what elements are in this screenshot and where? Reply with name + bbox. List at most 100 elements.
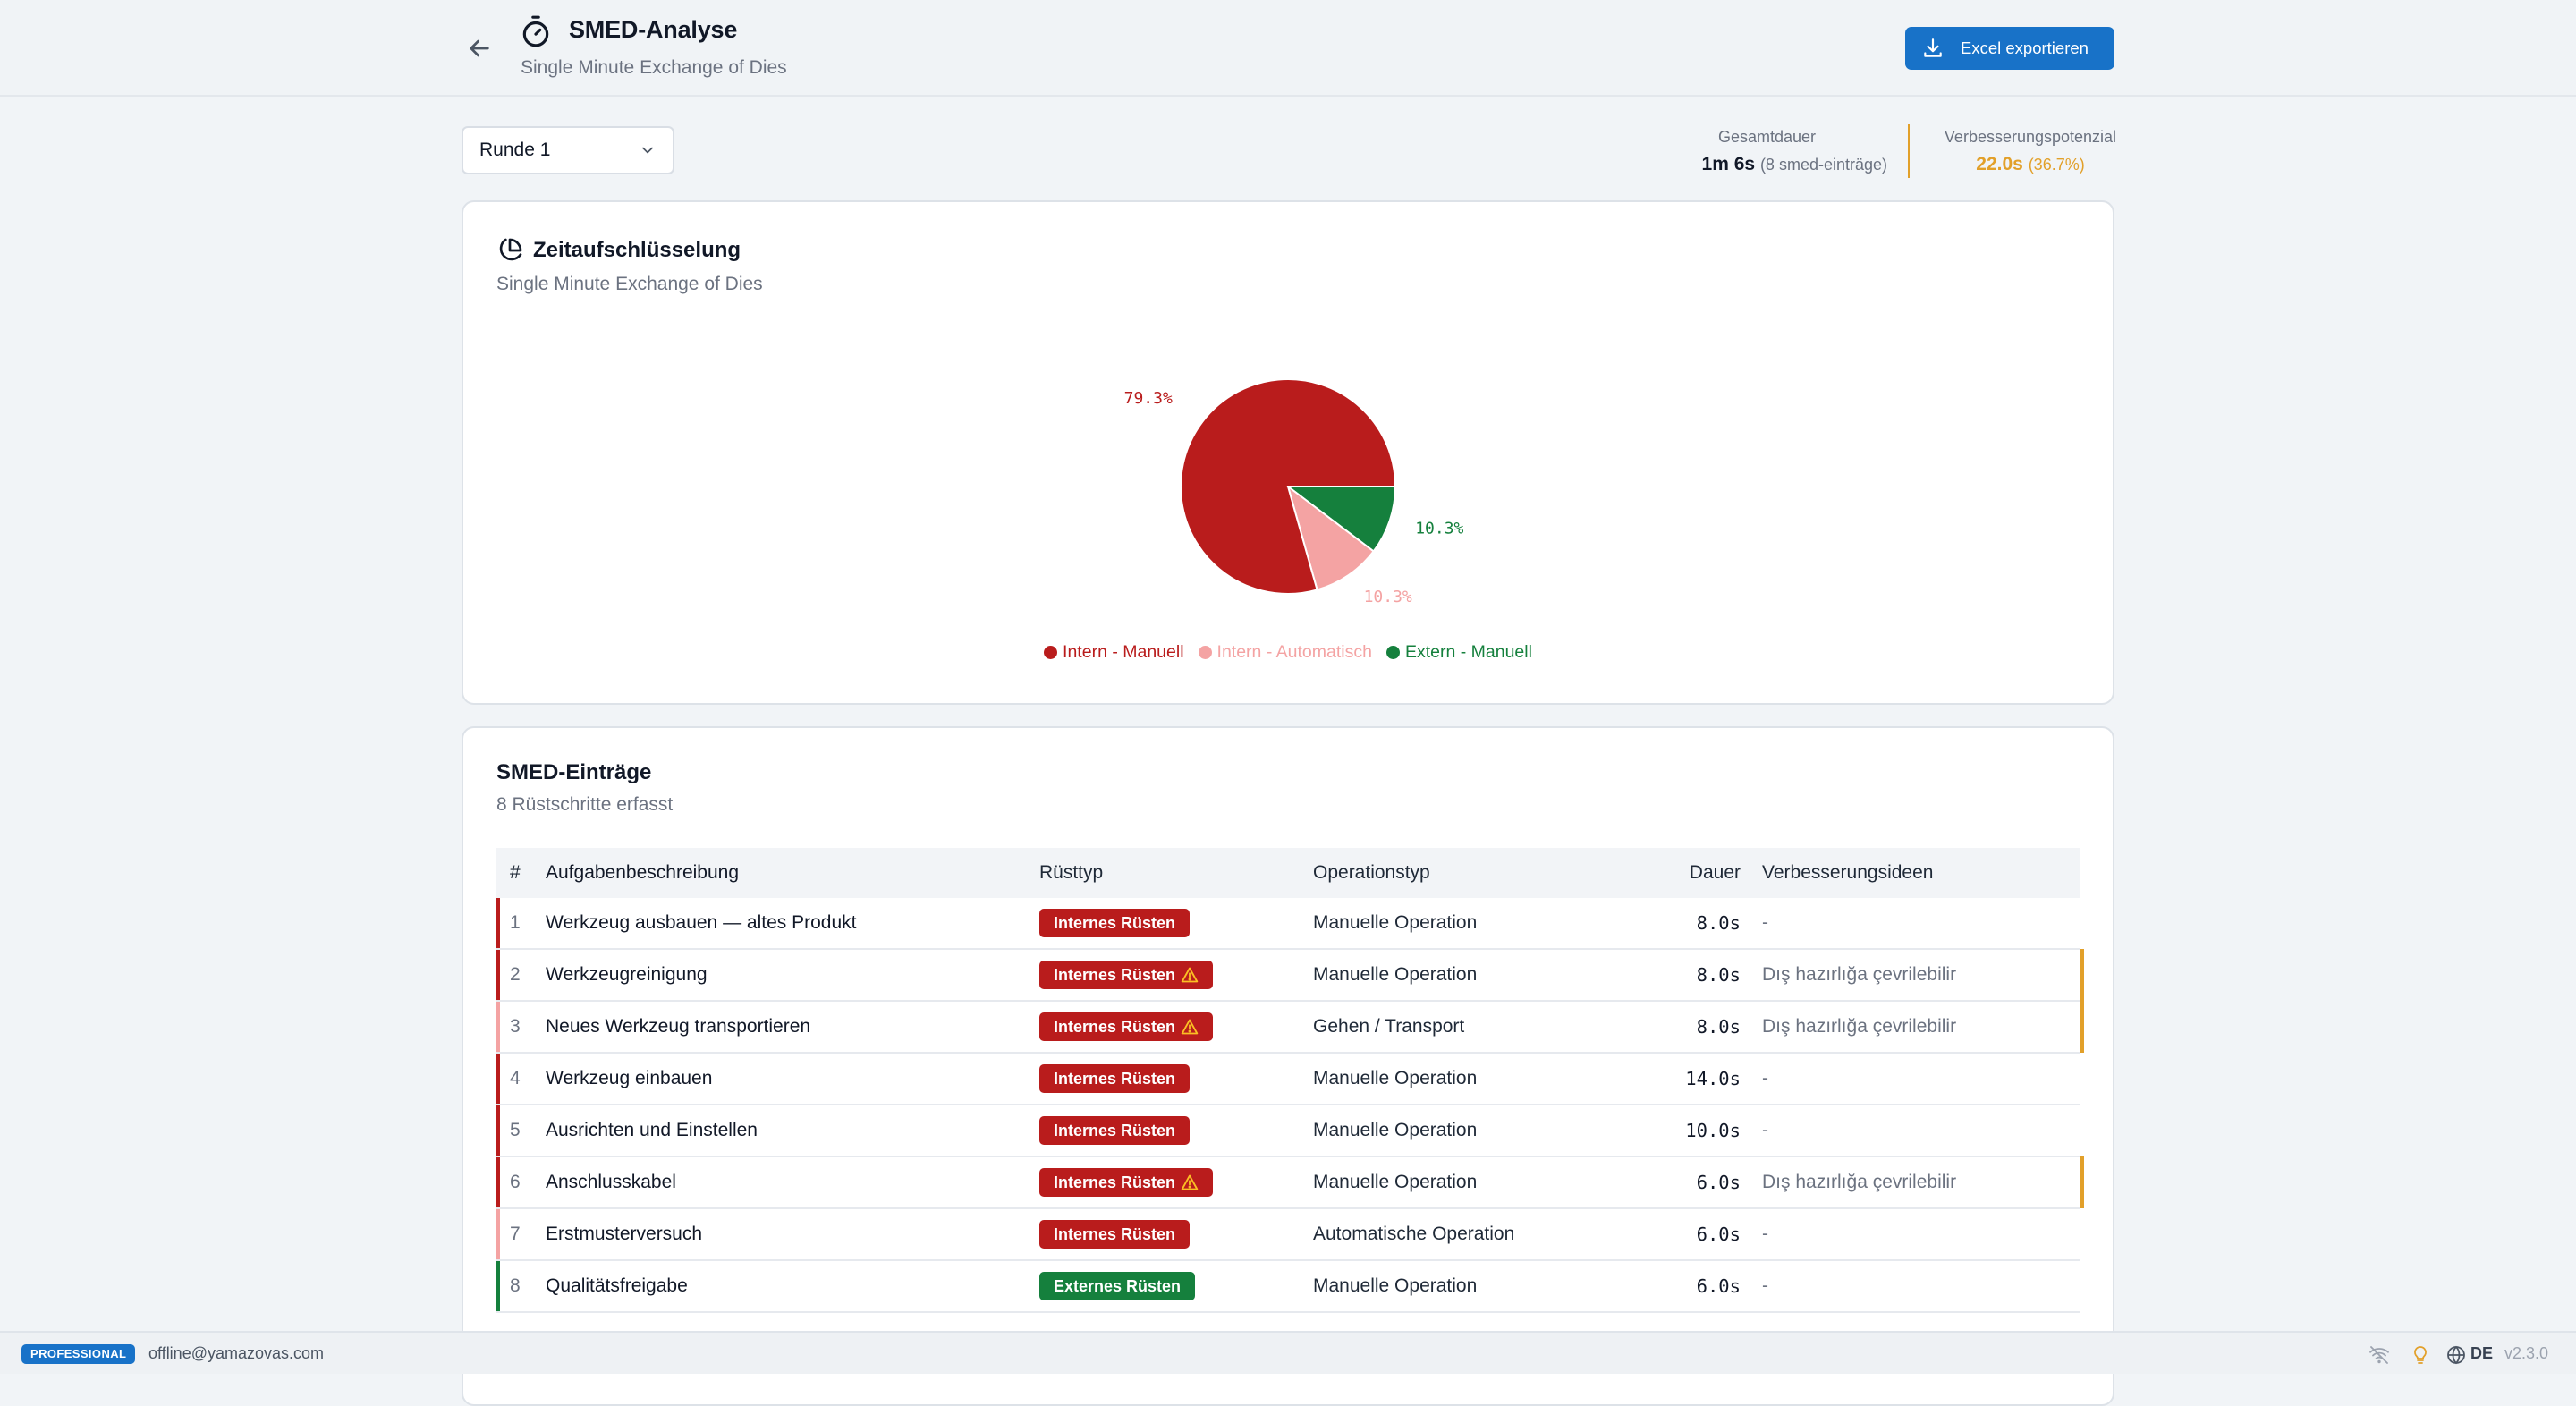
row-operation: Gehen / Transport	[1313, 1016, 1465, 1037]
legend-item[interactable]: Intern - Manuell	[1044, 642, 1184, 663]
pie-value-label: 79.3%	[1124, 389, 1173, 408]
setup-type-label: Internes Rüsten	[1054, 1121, 1176, 1139]
row-task: Erstmusterversuch	[546, 1224, 703, 1244]
row-duration: 8.0s	[1696, 964, 1741, 986]
user-email: offline@yamazovas.com	[148, 1344, 325, 1362]
row-number: 5	[510, 1120, 521, 1140]
row-operation: Manuelle Operation	[1313, 964, 1478, 985]
setup-type-label: Internes Rüsten	[1054, 1224, 1176, 1243]
setup-type-badge: Internes Rüsten	[1039, 961, 1214, 989]
row-category-stripe	[496, 1105, 500, 1156]
pie-slice[interactable]	[1286, 484, 1376, 591]
chart-legend: Intern - Manuell Intern - Automatisch Exte…	[463, 642, 2113, 663]
download-icon	[1924, 38, 1942, 57]
row-number: 3	[510, 1016, 521, 1037]
globe-icon[interactable]	[2445, 1344, 2467, 1366]
wifi-off-icon[interactable]	[2368, 1344, 2390, 1366]
legend-label: Extern - Manuell	[1404, 642, 1532, 662]
row-category-stripe	[496, 1157, 500, 1207]
lightbulb-icon[interactable]	[2410, 1344, 2431, 1366]
row-number: 6	[510, 1172, 521, 1192]
table-row[interactable]: 1 Werkzeug ausbauen — altes Produkt Intern…	[496, 898, 2080, 950]
total-duration-value: 1m 6s	[1701, 154, 1756, 174]
legend-item[interactable]: Extern - Manuell	[1385, 642, 1532, 663]
row-task: Anschlusskabel	[546, 1172, 676, 1192]
pie-slice[interactable]	[1180, 378, 1397, 595]
plan-badge: PROFESSIONAL	[21, 1344, 136, 1364]
language-switch[interactable]: DE	[2470, 1344, 2494, 1362]
row-category-stripe	[496, 1261, 500, 1311]
table-row[interactable]: 2 Werkzeugreinigung Internes Rüsten Manuell…	[496, 949, 2084, 1002]
improvement-value: 22.0s	[1976, 154, 2023, 174]
stat-divider	[1908, 124, 1910, 178]
row-number: 7	[510, 1224, 521, 1244]
setup-type-label: Internes Rüsten	[1054, 1173, 1176, 1191]
table-row[interactable]: 5 Ausrichten und Einstellen Internes Rüste…	[496, 1105, 2080, 1157]
pie-chart-icon	[496, 236, 524, 265]
column-header-ideas: Verbesserungsideen	[1762, 862, 1934, 883]
total-duration-note: (8 smed-einträge)	[1759, 156, 1887, 174]
row-idea: Dış hazırlığa çevrilebilir	[1762, 964, 1957, 985]
row-operation: Manuelle Operation	[1313, 1172, 1478, 1192]
table-row[interactable]: 4 Werkzeug einbauen Internes Rüsten Manuell…	[496, 1054, 2080, 1105]
chart-title: Zeitaufschlüsselung	[533, 238, 741, 262]
table-row[interactable]: 8 Qualitätsfreigabe Externes Rüsten Manuell…	[496, 1261, 2080, 1313]
time-breakdown-card: Zeitaufschlüsselung Single Minute Exchan…	[462, 200, 2114, 705]
setup-type-badge: Internes Rüsten	[1039, 1168, 1214, 1197]
row-number: 4	[510, 1068, 521, 1088]
row-duration: 14.0s	[1685, 1068, 1741, 1089]
pie-value-label: 10.3%	[1364, 588, 1412, 606]
row-idea: -	[1762, 912, 1768, 933]
table-row[interactable]: 3 Neues Werkzeug transportieren Internes R…	[496, 1001, 2084, 1054]
row-duration: 6.0s	[1696, 1224, 1741, 1245]
table-title: SMED-Einträge	[496, 760, 652, 784]
row-operation: Manuelle Operation	[1313, 1068, 1478, 1088]
row-idea: Dış hazırlığa çevrilebilir	[1762, 1172, 1957, 1192]
row-duration: 8.0s	[1696, 1016, 1741, 1038]
app-version: v2.3.0	[2504, 1344, 2549, 1362]
row-duration: 6.0s	[1696, 1172, 1741, 1193]
setup-type-label: Internes Rüsten	[1054, 1069, 1176, 1088]
improvement-flag	[2080, 1001, 2084, 1053]
row-number: 8	[510, 1275, 521, 1296]
excel-export-button[interactable]: Excel exportieren	[1905, 27, 2114, 70]
row-operation: Manuelle Operation	[1313, 1275, 1478, 1296]
setup-type-badge: Externes Rüsten	[1039, 1272, 1196, 1300]
legend-item[interactable]: Intern - Automatisch	[1198, 642, 1372, 663]
legend-dot	[1198, 646, 1212, 659]
improvement-flag	[2080, 949, 2084, 1001]
row-idea: -	[1762, 1275, 1768, 1296]
column-header-operation-type: Operationstyp	[1313, 862, 1430, 883]
warning-icon	[1175, 1173, 1199, 1191]
table-row[interactable]: 7 Erstmusterversuch Internes Rüsten Automat…	[496, 1209, 2080, 1261]
chevron-down-icon	[642, 147, 653, 154]
pie-slice[interactable]	[1285, 486, 1397, 553]
legend-label: Intern - Manuell	[1063, 642, 1184, 662]
warning-icon	[1175, 1018, 1199, 1036]
row-operation: Manuelle Operation	[1313, 912, 1478, 933]
improvement-flag	[2080, 1156, 2084, 1208]
setup-type-badge: Internes Rüsten	[1039, 1220, 1191, 1249]
row-task: Werkzeug einbauen	[546, 1068, 713, 1088]
row-operation: Manuelle Operation	[1313, 1120, 1478, 1140]
row-category-stripe	[496, 1002, 500, 1052]
legend-dot	[1385, 646, 1400, 659]
setup-type-label: Internes Rüsten	[1054, 965, 1176, 984]
pie-value-label: 10.3%	[1415, 520, 1463, 538]
row-category-stripe	[496, 1054, 500, 1104]
total-duration-label: Gesamtdauer	[1717, 128, 1816, 146]
row-duration: 6.0s	[1696, 1275, 1741, 1297]
legend-label: Intern - Automatisch	[1216, 642, 1372, 662]
table-row[interactable]: 6 Anschlusskabel Internes Rüsten Manuelle O…	[496, 1156, 2084, 1209]
row-task: Qualitätsfreigabe	[546, 1275, 688, 1296]
smed-entries-card: SMED-Einträge 8 Rüstschritte erfasst # A…	[462, 726, 2114, 1406]
setup-type-badge: Internes Rüsten	[1039, 1116, 1191, 1145]
row-number: 1	[510, 912, 521, 933]
improvement-stat: Verbesserungspotenzial 22.0s (36.7%)	[1923, 128, 2138, 175]
total-duration-stat: Gesamtdauer 1m 6s (8 smed-einträge)	[1610, 128, 1887, 175]
column-header-number: #	[510, 862, 521, 883]
back-button[interactable]	[465, 34, 494, 63]
table-body: 1 Werkzeug ausbauen — altes Produkt Intern…	[496, 898, 2084, 1313]
setup-type-badge: Internes Rüsten	[1039, 1012, 1214, 1041]
round-select[interactable]: Runde 1	[462, 126, 674, 174]
